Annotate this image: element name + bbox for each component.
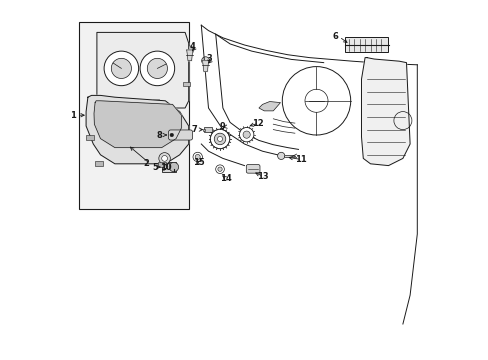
Circle shape — [111, 58, 131, 78]
Bar — [152, 99, 159, 103]
Polygon shape — [258, 102, 280, 111]
Polygon shape — [94, 101, 181, 148]
Circle shape — [170, 133, 173, 137]
Circle shape — [104, 51, 139, 86]
Circle shape — [159, 153, 170, 164]
Bar — [203, 129, 204, 131]
Text: 11: 11 — [294, 155, 306, 164]
Text: 13: 13 — [256, 172, 268, 181]
Text: 9: 9 — [220, 122, 225, 131]
Circle shape — [214, 133, 225, 145]
Circle shape — [147, 58, 167, 78]
Circle shape — [277, 152, 284, 159]
Text: 4: 4 — [189, 41, 195, 50]
Bar — [204, 127, 212, 132]
Text: 3: 3 — [206, 54, 212, 63]
Polygon shape — [86, 95, 188, 164]
Polygon shape — [186, 50, 192, 60]
FancyBboxPatch shape — [168, 130, 192, 140]
FancyBboxPatch shape — [246, 165, 260, 173]
Text: 8: 8 — [156, 130, 162, 139]
Polygon shape — [202, 61, 208, 71]
Text: 6: 6 — [332, 32, 338, 41]
Bar — [345, 37, 387, 52]
Polygon shape — [97, 32, 188, 108]
Circle shape — [201, 57, 209, 65]
Text: 12: 12 — [252, 118, 264, 127]
Bar — [183, 82, 189, 86]
Circle shape — [239, 127, 253, 142]
Text: 5: 5 — [152, 163, 158, 171]
Circle shape — [140, 51, 174, 86]
Bar — [95, 161, 103, 166]
Text: 1: 1 — [70, 111, 76, 120]
Circle shape — [210, 129, 229, 149]
Circle shape — [162, 156, 167, 161]
Bar — [162, 162, 176, 172]
Polygon shape — [361, 58, 409, 166]
Text: 10: 10 — [160, 163, 171, 172]
Circle shape — [243, 131, 250, 138]
Text: 2: 2 — [143, 159, 149, 168]
Circle shape — [185, 46, 193, 54]
Bar — [86, 135, 94, 140]
Text: 14: 14 — [220, 174, 231, 183]
Text: 7: 7 — [191, 125, 197, 134]
Bar — [79, 22, 188, 209]
Circle shape — [195, 154, 200, 159]
Circle shape — [218, 167, 222, 171]
Circle shape — [217, 136, 222, 141]
Circle shape — [169, 162, 178, 172]
Bar — [158, 162, 166, 167]
Text: 15: 15 — [193, 158, 204, 167]
